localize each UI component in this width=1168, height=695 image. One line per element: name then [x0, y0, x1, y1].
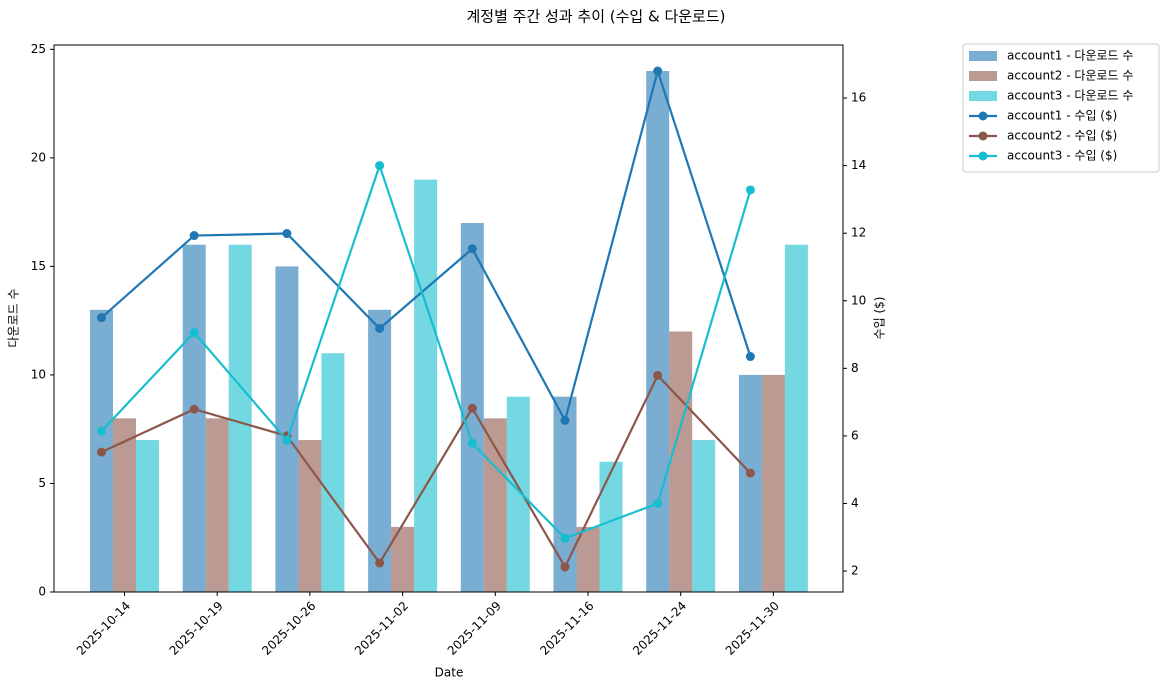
legend-marker — [978, 151, 988, 161]
bar — [506, 396, 530, 592]
point — [653, 66, 663, 76]
bar — [553, 396, 577, 592]
y-tick-label: 0 — [38, 585, 46, 599]
x-tick-label: 2025-11-24 — [630, 599, 689, 658]
bar — [298, 440, 322, 592]
legend-swatch — [969, 71, 997, 81]
point — [745, 352, 755, 362]
legend-swatch — [969, 51, 997, 61]
point — [467, 438, 477, 448]
y-tick-label: 20 — [31, 150, 46, 164]
bar — [576, 526, 600, 592]
point — [653, 370, 663, 380]
y-axis-label: 다운로드 수 — [7, 288, 21, 347]
bar — [599, 461, 623, 592]
x-tick-label: 2025-11-02 — [352, 599, 411, 658]
point — [745, 468, 755, 478]
bar — [414, 179, 438, 593]
point — [97, 426, 106, 436]
bar — [113, 418, 136, 592]
bar — [182, 244, 206, 592]
y2-tick-label: 2 — [851, 564, 859, 578]
legend-label: account1 - 수입 ($) — [1007, 109, 1117, 123]
y2-tick-label: 16 — [851, 91, 866, 105]
y2-tick-label: 10 — [851, 293, 866, 307]
x-tick-label: 2025-11-16 — [537, 599, 596, 658]
y-tick-label: 10 — [31, 367, 46, 381]
x-tick-label: 2025-10-14 — [74, 599, 133, 658]
legend-label: account1 - 다운로드 수 — [1007, 49, 1133, 63]
bar — [368, 309, 392, 592]
point — [560, 415, 570, 425]
point — [97, 313, 106, 323]
y2-tick-label: 8 — [851, 361, 859, 375]
legend-label: account3 - 다운로드 수 — [1007, 89, 1133, 103]
y-tick-label: 5 — [38, 476, 46, 490]
point — [282, 435, 292, 445]
bar — [692, 440, 716, 592]
line — [100, 162, 752, 540]
bar — [669, 331, 693, 592]
point — [375, 558, 385, 568]
point — [467, 403, 477, 413]
line — [100, 67, 752, 424]
bar — [136, 440, 159, 592]
legend-marker — [978, 111, 988, 121]
y2-tick-label: 12 — [851, 226, 866, 240]
bar — [321, 353, 345, 592]
bar — [646, 71, 670, 593]
point — [653, 498, 663, 508]
y-tick-label: 25 — [31, 42, 46, 56]
point — [189, 231, 199, 241]
x-tick-label: 2025-10-26 — [259, 599, 318, 658]
point — [97, 447, 106, 457]
y-tick-label: 15 — [31, 259, 46, 273]
point — [467, 244, 477, 254]
point — [560, 533, 570, 543]
point — [189, 404, 199, 414]
legend-marker — [978, 131, 988, 141]
point — [375, 323, 385, 333]
bar — [228, 244, 252, 592]
bar — [391, 526, 415, 592]
x-tick-label: 2025-11-09 — [445, 599, 504, 658]
x-tick-label: 2025-10-19 — [167, 599, 226, 658]
legend-label: account3 - 수입 ($) — [1007, 149, 1117, 163]
line — [101, 373, 752, 570]
chart-title: 계정별 주간 성과 추이 (수입 & 다운로드) — [466, 8, 725, 26]
bar — [761, 374, 785, 592]
y2-axis-label: 수입 ($) — [873, 297, 887, 340]
legend-frame — [962, 43, 1160, 173]
legend-label: account2 - 다운로드 수 — [1007, 69, 1133, 83]
bar — [784, 244, 808, 592]
point — [560, 562, 570, 572]
legend-label: account2 - 수입 ($) — [1007, 129, 1117, 143]
point — [282, 229, 292, 239]
y2-tick-label: 4 — [851, 496, 859, 510]
x-axis-label: Date — [435, 666, 464, 680]
point — [189, 328, 199, 338]
x-tick-label: 2025-11-30 — [723, 599, 782, 658]
bar — [275, 266, 299, 592]
bar — [205, 418, 229, 592]
bar — [483, 418, 507, 592]
legend-swatch — [969, 91, 997, 101]
plot-frame — [53, 44, 844, 593]
bar — [738, 374, 762, 592]
y2-tick-label: 6 — [851, 428, 859, 442]
point — [375, 161, 385, 171]
y2-tick-label: 14 — [851, 158, 866, 172]
point — [745, 185, 755, 195]
